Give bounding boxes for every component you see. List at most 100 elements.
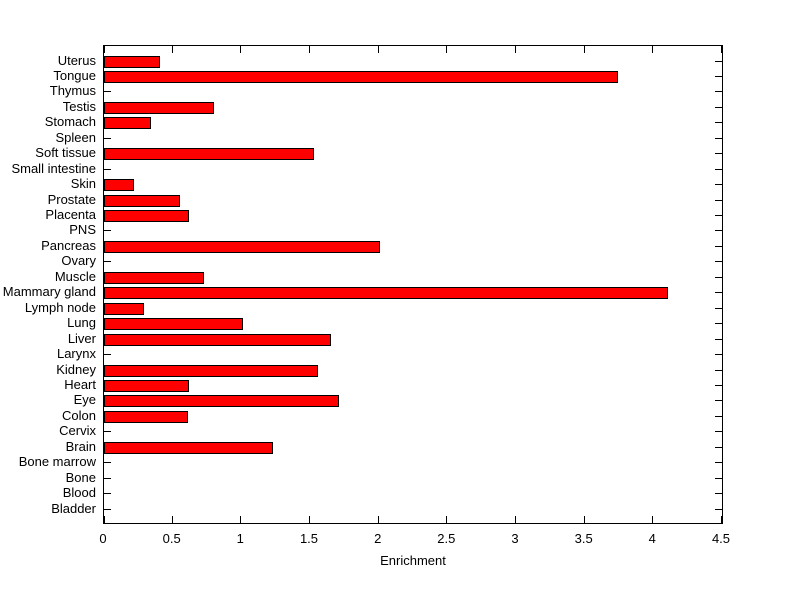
x-tick-bottom [721,516,722,523]
x-tick-top [309,46,310,53]
y-tick-label: Soft tissue [35,145,96,161]
bar [104,271,205,284]
y-tick-label: Lymph node [24,299,96,315]
bar [104,441,273,454]
x-tick-top [104,46,105,53]
bar [104,101,214,114]
x-tick-bottom [446,516,448,523]
x-axis-label: Enrichment [380,553,446,568]
y-tick-right [715,446,722,448]
y-tick-right [715,106,722,108]
x-tick-top [721,46,722,53]
x-tick-top [171,46,173,53]
y-tick-right [715,75,722,77]
y-tick-right [715,354,722,355]
x-tick-bottom [515,516,516,523]
bar [104,70,618,83]
y-tick-label: Lung [67,315,96,331]
y-tick-label: Liver [67,330,96,346]
bar [104,287,669,300]
y-tick-label: Brain [65,438,96,454]
x-tick-top [515,46,516,53]
y-tick-left [104,137,111,139]
bar [104,179,135,192]
x-tick-bottom [377,516,379,523]
x-tick-bottom [240,516,242,523]
y-tick-label: Bladder [51,500,96,516]
y-tick-left [104,230,111,232]
y-tick-right [715,245,722,247]
y-tick-right [715,292,722,294]
x-tick-label: 3.5 [574,531,593,546]
bar [104,364,319,377]
y-tick-right [715,122,722,124]
y-tick-label: Larynx [56,346,96,361]
y-tick-left [104,354,111,355]
y-tick-label: Bone marrow [18,454,96,470]
y-tick-left [104,493,111,495]
y-tick-label: Mammary gland [2,284,96,300]
y-tick-right [715,477,722,479]
y-tick-right [715,137,722,139]
y-tick-label: PNS [69,222,96,238]
x-tick-label: 2 [374,531,382,546]
bar [104,410,188,423]
y-tick-label: Testis [62,98,96,114]
y-tick-right [715,323,722,325]
x-tick-label: 1.5 [299,531,319,546]
bar [104,148,315,161]
bar [104,379,190,392]
y-tick-left [104,508,111,510]
y-tick-label: Pancreas [41,237,96,253]
y-tick-label: Thymus [49,83,96,99]
x-tick-label: 2.5 [437,531,456,546]
bar [104,240,380,253]
y-tick-left [104,91,111,93]
y-tick-left [104,462,111,464]
y-tick-right [715,307,722,309]
y-tick-right [715,400,722,402]
x-tick-bottom [171,516,173,523]
bar [104,333,331,346]
bar [104,194,180,207]
x-tick-label: 4 [648,531,656,546]
x-tick-top [377,46,379,53]
y-tick-right [715,431,722,433]
y-tick-label: Colon [62,407,96,423]
y-tick-label: Skin [70,176,96,192]
y-tick-label: Cervix [59,423,96,439]
y-tick-left [104,168,111,170]
y-tick-right [715,215,722,216]
y-tick-left [104,431,111,433]
x-tick-bottom [309,516,310,523]
y-tick-left [104,261,111,263]
y-tick-right [715,462,722,464]
y-tick-label: Ovary [61,253,96,269]
plot-area [103,45,723,524]
x-tick-label: 3 [511,531,519,546]
x-tick-label: 4.5 [711,531,731,546]
x-tick-bottom [104,516,105,523]
y-tick-right [715,261,722,263]
y-tick-label: Uterus [57,52,96,68]
x-tick-label: 1 [236,531,244,546]
y-tick-right [715,168,722,170]
y-tick-right [715,384,722,386]
y-tick-right [715,60,722,62]
y-tick-label: Blood [62,485,96,501]
bar [104,210,190,222]
y-tick-right [715,493,722,495]
x-tick-top [240,46,242,53]
y-tick-label: Muscle [54,268,96,284]
y-tick-label: Tongue [53,67,96,83]
y-tick-right [715,153,722,155]
x-tick-top [583,46,585,53]
bar [104,55,161,68]
y-tick-right [715,338,722,340]
bar [104,302,144,315]
x-tick-bottom [583,516,585,523]
y-tick-label: Small intestine [11,160,96,176]
bar [104,117,151,130]
x-tick-bottom [652,516,654,523]
y-tick-label: Kidney [56,361,96,377]
